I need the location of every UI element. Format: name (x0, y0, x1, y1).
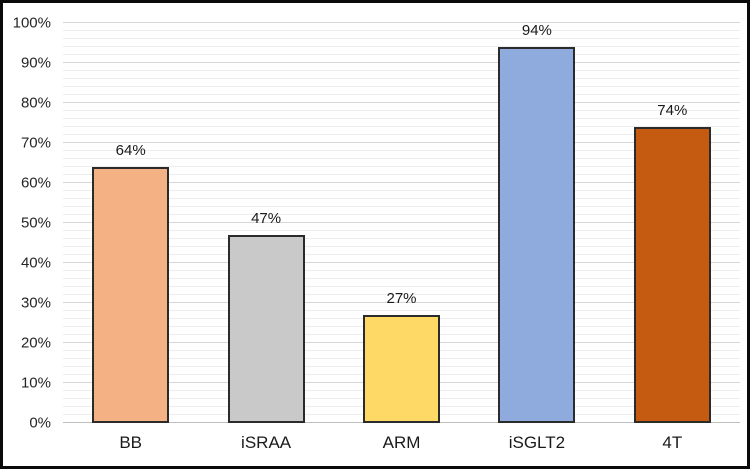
major-gridline (63, 102, 740, 103)
minor-gridline (63, 286, 740, 287)
minor-gridline (63, 270, 740, 271)
y-tick-label: 50% (20, 214, 51, 232)
bar-value-label: 47% (251, 210, 282, 227)
bar-value-label: 74% (657, 102, 688, 119)
minor-gridline (63, 158, 740, 159)
major-gridline (63, 62, 740, 63)
x-axis: BB iSRAA ARM iSGLT2 4T (63, 433, 740, 457)
minor-gridline (63, 166, 740, 167)
minor-gridline (63, 198, 740, 199)
major-gridline (63, 142, 740, 143)
minor-gridline (63, 86, 740, 87)
major-gridline (63, 262, 740, 263)
minor-gridline (63, 294, 740, 295)
minor-gridline (63, 254, 740, 255)
minor-gridline (63, 110, 740, 111)
bar-iSRAA (227, 235, 305, 423)
minor-gridline (63, 70, 740, 71)
bar-iSGLT2 (498, 47, 576, 423)
minor-gridline (63, 238, 740, 239)
y-tick-label: 60% (20, 174, 51, 192)
minor-gridline (63, 190, 740, 191)
y-tick-label: 30% (20, 294, 51, 312)
x-tick-label-ARM: ARM (382, 433, 421, 452)
bar-BB (92, 167, 170, 423)
minor-gridline (63, 94, 740, 95)
bar-value-label: 94% (521, 22, 552, 39)
minor-gridline (63, 134, 740, 135)
minor-gridline (63, 126, 740, 127)
y-tick-label: 70% (20, 134, 51, 152)
x-tick-label-BB: BB (119, 433, 143, 452)
bar-ARM (363, 315, 440, 423)
minor-gridline (63, 214, 740, 215)
x-tick-label-iSGLT2: iSGLT2 (508, 433, 566, 452)
minor-gridline (63, 174, 740, 175)
y-tick-label: 90% (20, 54, 51, 72)
x-tick-label-4T: 4T (662, 433, 683, 452)
minor-gridline (63, 46, 740, 47)
major-gridline (63, 22, 740, 23)
minor-gridline (63, 38, 740, 39)
major-gridline (63, 302, 740, 303)
y-axis: 0% 10% 20% 30% 40% 50% 60% 70% 80% 90% 100% (3, 16, 55, 431)
y-tick-label: 10% (20, 374, 51, 392)
bar-value-label: 27% (386, 290, 417, 307)
minor-gridline (63, 310, 740, 311)
minor-gridline (63, 206, 740, 207)
minor-gridline (63, 150, 740, 151)
major-gridline (63, 182, 740, 183)
minor-gridline (63, 118, 740, 119)
minor-gridline (63, 246, 740, 247)
minor-gridline (63, 30, 740, 31)
y-tick-label: 20% (20, 334, 51, 352)
minor-gridline (63, 278, 740, 279)
minor-gridline (63, 78, 740, 79)
minor-gridline (63, 230, 740, 231)
y-tick-label: 40% (20, 254, 51, 272)
bar-4T (633, 127, 711, 423)
y-tick-label: 100% (12, 14, 51, 32)
y-tick-label: 0% (29, 414, 51, 432)
plot-area: 64% 47% 27% 94% 74% (63, 22, 740, 423)
y-tick-label: 80% (20, 94, 51, 112)
major-gridline (63, 222, 740, 223)
bar-value-label: 64% (115, 142, 146, 159)
x-tick-label-iSRAA: iSRAA (241, 433, 292, 452)
minor-gridline (63, 54, 740, 55)
